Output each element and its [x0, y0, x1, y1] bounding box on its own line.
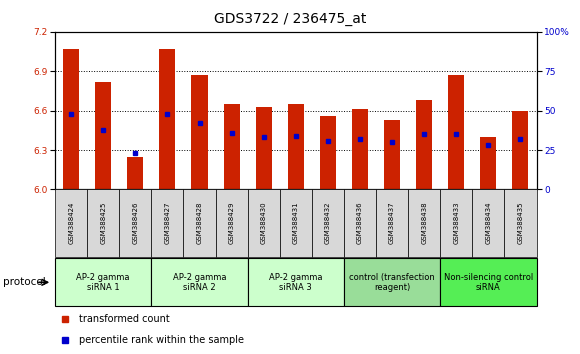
Bar — [320, 116, 336, 189]
Text: GSM388427: GSM388427 — [164, 202, 171, 244]
Bar — [191, 75, 208, 189]
Bar — [55, 189, 87, 257]
Bar — [224, 104, 240, 189]
Bar — [344, 258, 440, 306]
Text: GSM388431: GSM388431 — [293, 202, 299, 244]
Text: GDS3722 / 236475_at: GDS3722 / 236475_at — [214, 12, 366, 27]
Bar — [151, 189, 183, 257]
Text: GSM388426: GSM388426 — [132, 202, 139, 244]
Text: AP-2 gamma
siRNA 3: AP-2 gamma siRNA 3 — [269, 273, 322, 292]
Bar — [440, 258, 536, 306]
Bar — [448, 75, 464, 189]
Text: AP-2 gamma
siRNA 2: AP-2 gamma siRNA 2 — [173, 273, 226, 292]
Bar — [248, 189, 280, 257]
Bar — [256, 107, 271, 189]
Text: GSM388430: GSM388430 — [260, 202, 267, 244]
Bar — [344, 189, 376, 257]
Bar — [408, 189, 440, 257]
Text: GSM388433: GSM388433 — [453, 202, 459, 244]
Bar — [440, 189, 472, 257]
Text: control (transfection
reagent): control (transfection reagent) — [349, 273, 435, 292]
Bar — [216, 189, 248, 257]
Text: GSM388435: GSM388435 — [517, 202, 524, 244]
Bar — [248, 258, 344, 306]
Text: GSM388428: GSM388428 — [197, 202, 202, 244]
Bar — [280, 189, 312, 257]
Bar — [505, 189, 536, 257]
Text: protocol: protocol — [3, 277, 46, 287]
Bar — [63, 49, 79, 189]
Bar — [87, 189, 119, 257]
Bar — [55, 258, 151, 306]
Text: transformed count: transformed count — [79, 314, 170, 324]
Bar — [119, 189, 151, 257]
Text: GSM388432: GSM388432 — [325, 202, 331, 244]
Text: GSM388425: GSM388425 — [100, 202, 106, 244]
Text: GSM388429: GSM388429 — [229, 202, 235, 244]
Bar — [151, 258, 248, 306]
Bar — [95, 82, 111, 189]
Text: percentile rank within the sample: percentile rank within the sample — [79, 335, 244, 345]
Text: GSM388436: GSM388436 — [357, 202, 363, 244]
Bar — [160, 49, 175, 189]
Text: GSM388434: GSM388434 — [485, 202, 491, 244]
Bar — [352, 109, 368, 189]
Bar — [183, 189, 216, 257]
Text: GSM388438: GSM388438 — [421, 202, 427, 244]
Bar — [416, 100, 432, 189]
Bar — [312, 189, 344, 257]
Bar — [513, 111, 528, 189]
Bar — [384, 120, 400, 189]
Text: Non-silencing control
siRNA: Non-silencing control siRNA — [444, 273, 533, 292]
Bar — [480, 137, 496, 189]
Text: GSM388437: GSM388437 — [389, 202, 395, 244]
Bar — [288, 104, 304, 189]
Text: GSM388424: GSM388424 — [68, 202, 74, 244]
Bar — [376, 189, 408, 257]
Bar — [472, 189, 505, 257]
Bar — [128, 156, 143, 189]
Text: AP-2 gamma
siRNA 1: AP-2 gamma siRNA 1 — [77, 273, 130, 292]
